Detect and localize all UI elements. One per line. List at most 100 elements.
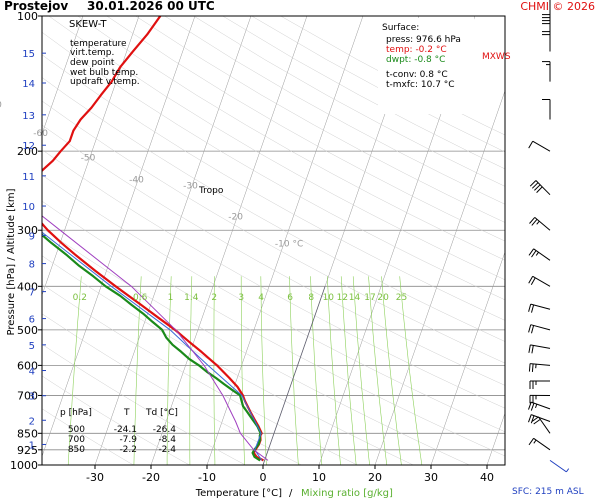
barb-staff: [530, 363, 551, 366]
dry-adiabat: [42, 408, 134, 465]
series-wet-bulb-temp: [42, 231, 263, 461]
barb-staff: [531, 414, 551, 422]
barb-flag: [531, 250, 537, 258]
surface-temp: temp: -0.2 °C: [386, 45, 447, 55]
mxws-label: MXWS: [482, 52, 511, 62]
mixing-ratio-line: [381, 276, 402, 465]
barb-flag: [528, 363, 531, 372]
mixing-ratio-label: 1.4: [184, 293, 199, 303]
barb-flag: [536, 186, 543, 193]
barb-flag: [530, 402, 535, 411]
altitude-tick-label: 11: [22, 172, 35, 183]
table-row-500-t: -24.1: [114, 425, 137, 435]
dry-adiabat: [106, 16, 505, 242]
pressure-tick-label: 200: [17, 145, 38, 158]
temperature-tick-label: 30: [424, 471, 438, 484]
dry-adiabat: [42, 227, 470, 465]
datetime-title: 30.01.2026 00 UTC: [87, 0, 215, 13]
isotherm-line: [150, 16, 308, 465]
barb-flag: [529, 217, 536, 224]
mixing-ratio-line: [310, 276, 323, 465]
altitude-tick-label: 7: [29, 288, 35, 299]
wind-barb: [542, 99, 551, 120]
barb-flag: [528, 140, 534, 149]
series-layer: [42, 16, 326, 465]
barb-flag: [528, 303, 532, 312]
wind-barb: [528, 401, 551, 411]
barb-half-flag: [535, 252, 539, 256]
pressure-tick-label: 1000: [10, 459, 38, 472]
mixing-ratio-label: 25: [396, 293, 407, 303]
xaxis-title-sep: /: [289, 488, 293, 499]
mixing-ratio-line: [327, 276, 341, 465]
wind-barb: [528, 437, 551, 451]
altitude-tick-label: 5: [29, 341, 35, 352]
barb-half-flag: [535, 403, 538, 409]
table-row-850-td: -2.4: [158, 445, 176, 455]
altitude-tick-label: 9: [29, 231, 35, 242]
surface-info-bg: [378, 18, 474, 114]
temperature-tick-label: -10: [198, 471, 216, 484]
altitude-tick-label: 10: [22, 202, 35, 213]
mixing-ratio-label: 8: [308, 293, 314, 303]
temperature-tick-label: 10: [312, 471, 326, 484]
isotherm-label: -20: [228, 213, 243, 223]
barb-flag: [528, 276, 534, 284]
wind-barb: [549, 459, 570, 473]
barb-flag: [531, 304, 535, 313]
wind-barbs: [528, 0, 570, 473]
pressure-tick-label: 925: [17, 444, 38, 457]
pressure-tick-label: 100: [17, 10, 38, 23]
mixing-ratio-label: 2: [211, 293, 217, 303]
barb-flag: [531, 416, 539, 422]
table-header-td: Td [°C]: [145, 408, 178, 418]
mixing-ratio-line: [240, 276, 245, 465]
barb-staff: [532, 140, 551, 152]
barb-flag: [533, 418, 541, 425]
sfc-label: SFC: 215 m ASL: [512, 487, 584, 497]
isotherm-line: [543, 16, 600, 465]
table-row-850-p: 850: [68, 445, 85, 455]
table-row-850-t: -2.2: [119, 445, 137, 455]
table-header-t: T: [123, 408, 130, 418]
dry-adiabat: [42, 124, 505, 386]
table-header-p: p [hPa]: [60, 408, 92, 418]
legend-item-virt-temp: virt.temp.: [70, 48, 114, 58]
mixing-ratio-label: 20: [377, 293, 389, 303]
mixing-ratio-line: [67, 276, 82, 465]
wind-barb: [528, 344, 551, 354]
dry-adiabat: [42, 344, 246, 465]
isotherm-label: -40: [129, 176, 144, 186]
wind-barb: [528, 140, 551, 152]
barb-half-flag: [565, 468, 570, 473]
surface-title: Surface:: [382, 23, 419, 33]
wind-barb: [542, 14, 551, 35]
isotherm-label: -30: [183, 181, 198, 191]
dry-adiabat: [48, 16, 505, 281]
mixing-ratio-line: [260, 276, 267, 465]
isotherm-label: -50: [81, 154, 96, 164]
mixing-ratio-line: [133, 276, 142, 465]
legend: SKEW-T temperature virt.temp. dew point …: [69, 19, 140, 87]
temperature-tick-label: 20: [368, 471, 382, 484]
isotherm-line: [42, 16, 140, 296]
level-table: p [hPa] T Td [°C] 500 -24.1 -26.4 700 -7…: [60, 408, 178, 455]
surface-press: press: 976.6 hPa: [386, 35, 461, 45]
temperature-tick-label: -20: [142, 471, 160, 484]
mixing-ratio-line: [166, 276, 172, 465]
series-dew-point: [42, 233, 262, 462]
wind-barb: [528, 324, 551, 334]
barb-half-flag: [536, 220, 540, 225]
dry-adiabat: [42, 255, 414, 465]
barb-flag: [529, 180, 537, 187]
wind-barb: [528, 275, 551, 287]
mixing-ratio-label: 17: [364, 293, 375, 303]
wind-barb: [528, 363, 551, 372]
barb-staff: [530, 303, 551, 310]
barb-flag: [531, 363, 534, 372]
barb-flag: [531, 182, 539, 189]
isotherm-label: -70: [0, 101, 2, 111]
isotherm-label: -60: [33, 129, 48, 139]
pressure-tick-label: 400: [17, 280, 38, 293]
